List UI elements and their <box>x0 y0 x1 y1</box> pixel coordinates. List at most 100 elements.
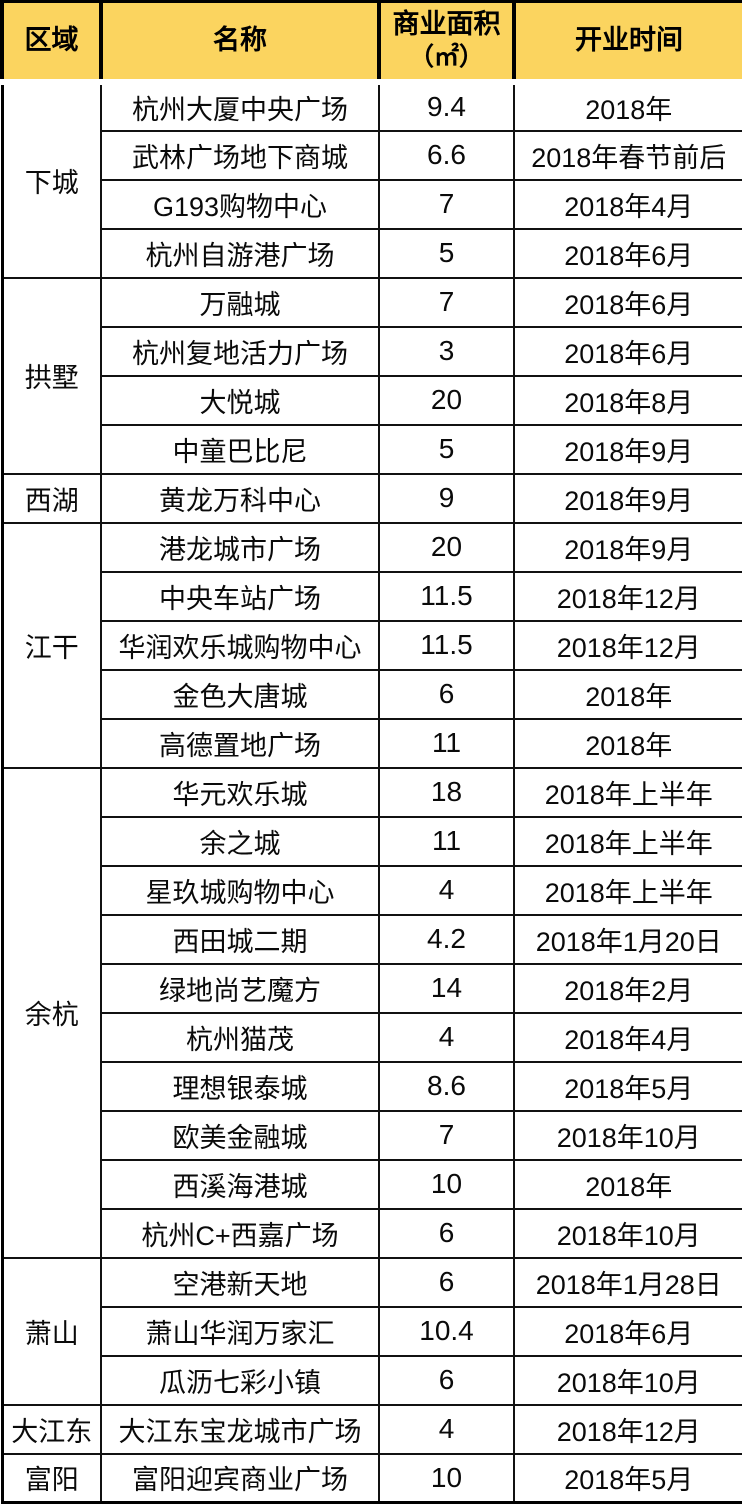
table-row: 萧山华润万家汇 10.4 2018年6月 <box>2 1305 742 1357</box>
region-cell: 余杭 <box>1 766 102 1259</box>
opening-cell: 2018年9月 <box>513 472 742 524</box>
opening-cell: 2018年 <box>513 668 742 720</box>
opening-cell: 2018年上半年 <box>513 766 742 818</box>
opening-cell: 2018年4月 <box>513 178 742 230</box>
area-cell: 7 <box>378 276 515 328</box>
opening-cell: 2018年上半年 <box>513 864 742 916</box>
area-cell: 3 <box>378 325 515 377</box>
area-cell: 4.2 <box>378 913 515 965</box>
opening-cell: 2018年12月 <box>513 619 742 671</box>
table-row: 中童巴比尼 5 2018年9月 <box>2 423 742 475</box>
area-cell: 8.6 <box>378 1060 515 1112</box>
col-header-area-unit: （㎡） <box>408 43 484 71</box>
header-row: 区域 名称 商业面积 （㎡） 开业时间 <box>0 0 742 85</box>
area-cell: 11 <box>378 717 515 769</box>
opening-cell: 2018年2月 <box>513 962 742 1014</box>
opening-cell: 2018年8月 <box>513 374 742 426</box>
table-row: 星玖城购物中心 4 2018年上半年 <box>2 864 742 916</box>
region-cell: 拱墅 <box>1 276 102 475</box>
table-row: 萧山 空港新天地 6 2018年1月28日 <box>1 1256 742 1406</box>
name-cell: 杭州猫茂 <box>100 1011 380 1063</box>
name-cell: 黄龙万科中心 <box>100 472 380 524</box>
name-cell: 杭州复地活力广场 <box>100 325 380 377</box>
opening-cell: 2018年5月 <box>513 1452 742 1504</box>
area-cell: 11 <box>378 815 515 867</box>
area-cell: 6 <box>378 1207 515 1259</box>
name-cell: 大江东宝龙城市广场 <box>100 1403 380 1455</box>
table-row: 下城 杭州大厦中央广场 9.4 2018年 <box>1 80 742 279</box>
opening-cell: 2018年10月 <box>513 1207 742 1259</box>
area-cell: 4 <box>378 1011 515 1063</box>
opening-cell: 2018年10月 <box>513 1354 742 1406</box>
opening-cell: 2018年1月28日 <box>513 1256 742 1308</box>
area-cell: 11.5 <box>378 570 515 622</box>
region-cell: 江干 <box>1 521 102 769</box>
col-header-opening: 开业时间 <box>512 0 742 85</box>
area-cell: 4 <box>378 864 515 916</box>
table-row: 西溪海港城 10 2018年 <box>2 1158 742 1210</box>
name-cell: 高德置地广场 <box>100 717 380 769</box>
area-cell: 7 <box>378 178 515 230</box>
area-cell: 20 <box>378 521 515 573</box>
opening-cell: 2018年6月 <box>513 276 742 328</box>
opening-cell: 2018年 <box>513 717 742 769</box>
name-cell: 武林广场地下商城 <box>100 129 380 181</box>
opening-cell: 2018年 <box>513 1158 742 1210</box>
region-cell: 西湖 <box>1 472 102 524</box>
table-body: 下城 杭州大厦中央广场 9.4 2018年 武林广场地下商城 6.6 2018年春节前后 G1… <box>1 80 742 1504</box>
region-cell: 大江东 <box>1 1403 102 1455</box>
table-row: 杭州C+西嘉广场 6 2018年10月 <box>2 1207 742 1259</box>
table-row: 中央车站广场 11.5 2018年12月 <box>2 570 742 622</box>
opening-cell: 2018年6月 <box>513 1305 742 1357</box>
area-cell: 7 <box>378 1109 515 1161</box>
name-cell: G193购物中心 <box>100 178 380 230</box>
area-cell: 10 <box>378 1158 515 1210</box>
table-row: 拱墅 万融城 7 2018年6月 <box>1 276 742 475</box>
table-row: 西田城二期 4.2 2018年1月20日 <box>2 913 742 965</box>
col-header-name: 名称 <box>99 0 381 85</box>
name-cell: 星玖城购物中心 <box>100 864 380 916</box>
name-cell: 杭州自游港广场 <box>100 227 380 279</box>
name-cell: 万融城 <box>100 276 380 328</box>
table-row: 理想银泰城 8.6 2018年5月 <box>2 1060 742 1112</box>
name-cell: 理想银泰城 <box>100 1060 380 1112</box>
table-row: 西湖 黄龙万科中心 9 2018年9月 <box>1 472 742 524</box>
name-cell: 金色大唐城 <box>100 668 380 720</box>
table-row: 欧美金融城 7 2018年10月 <box>2 1109 742 1161</box>
area-cell: 14 <box>378 962 515 1014</box>
area-cell: 6 <box>378 668 515 720</box>
name-cell: 欧美金融城 <box>100 1109 380 1161</box>
col-header-region: 区域 <box>0 0 103 85</box>
table-row: 富阳 富阳迎宾商业广场 10 2018年5月 <box>1 1452 742 1504</box>
table-row: 绿地尚艺魔方 14 2018年2月 <box>2 962 742 1014</box>
table-row: 杭州猫茂 4 2018年4月 <box>2 1011 742 1063</box>
name-cell: 西田城二期 <box>100 913 380 965</box>
area-cell: 11.5 <box>378 619 515 671</box>
area-cell: 10.4 <box>378 1305 515 1357</box>
area-cell: 9.4 <box>378 80 515 132</box>
name-cell: 港龙城市广场 <box>100 521 380 573</box>
name-cell: 西溪海港城 <box>100 1158 380 1210</box>
opening-cell: 2018年12月 <box>513 1403 742 1455</box>
area-cell: 6 <box>378 1354 515 1406</box>
region-cell: 萧山 <box>1 1256 102 1406</box>
area-cell: 10 <box>378 1452 515 1504</box>
region-cell: 富阳 <box>1 1452 102 1504</box>
name-cell: 杭州大厦中央广场 <box>100 80 380 132</box>
table-row: 华润欢乐城购物中心 11.5 2018年12月 <box>2 619 742 671</box>
col-header-area-title: 商业面积 <box>392 9 501 40</box>
name-cell: 瓜沥七彩小镇 <box>100 1354 380 1406</box>
name-cell: 中童巴比尼 <box>100 423 380 475</box>
name-cell: 余之城 <box>100 815 380 867</box>
table-row: 瓜沥七彩小镇 6 2018年10月 <box>2 1354 742 1406</box>
table-row: 大悦城 20 2018年8月 <box>2 374 742 426</box>
area-cell: 9 <box>378 472 515 524</box>
name-cell: 萧山华润万家汇 <box>100 1305 380 1357</box>
table-row: 杭州自游港广场 5 2018年6月 <box>2 227 742 279</box>
name-cell: 富阳迎宾商业广场 <box>100 1452 380 1504</box>
name-cell: 中央车站广场 <box>100 570 380 622</box>
opening-cell: 2018年1月20日 <box>513 913 742 965</box>
name-cell: 空港新天地 <box>100 1256 380 1308</box>
area-cell: 5 <box>378 423 515 475</box>
